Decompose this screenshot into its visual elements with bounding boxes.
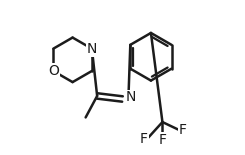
Text: O: O — [48, 64, 59, 78]
Text: N: N — [126, 91, 136, 104]
Text: F: F — [140, 132, 148, 146]
Text: F: F — [159, 133, 166, 147]
Text: F: F — [178, 123, 186, 137]
Text: N: N — [87, 42, 97, 56]
